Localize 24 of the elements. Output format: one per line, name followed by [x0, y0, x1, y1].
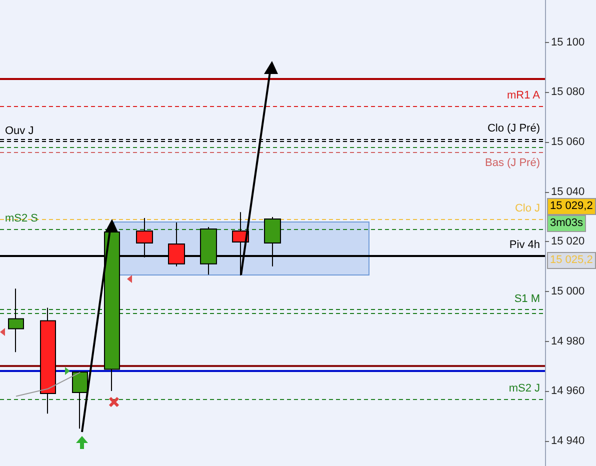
text: 3m03s — [547, 215, 586, 232]
y-tick-label: 15 100 — [551, 36, 585, 48]
text: 15 025,2 — [547, 252, 596, 269]
candlestick — [72, 372, 88, 430]
y-tick-label: 15 040 — [551, 186, 585, 198]
ref-line-label: mS2 S — [5, 212, 38, 224]
y-tick-label: 14 980 — [551, 335, 585, 348]
ref-line-label: S1 M — [514, 293, 540, 306]
candlestick — [40, 307, 56, 414]
y-tick-label: 15 080 — [551, 86, 585, 98]
text: 15 029,2 — [547, 198, 596, 215]
ref-line-label: Clo J — [514, 202, 540, 214]
y-tick-label: 15 000 — [551, 286, 585, 298]
y-tick-label: 15 020 — [551, 236, 585, 248]
candlestick — [8, 288, 24, 353]
ref-line-label: mR1 A — [506, 89, 541, 102]
ref-line-label: Bas (J Pré) — [484, 156, 540, 169]
ref-line-label: mS2 J — [508, 382, 540, 395]
ref-line-label: Ouv J — [5, 124, 34, 137]
y-tick-label: 14 940 — [551, 435, 585, 448]
y-tick-label: 14 960 — [551, 385, 585, 398]
ref-line-label: Piv 4h — [509, 239, 540, 252]
y-tick-label: 15 060 — [551, 136, 585, 148]
ref-line-label: Clo (J Pré) — [487, 122, 540, 135]
